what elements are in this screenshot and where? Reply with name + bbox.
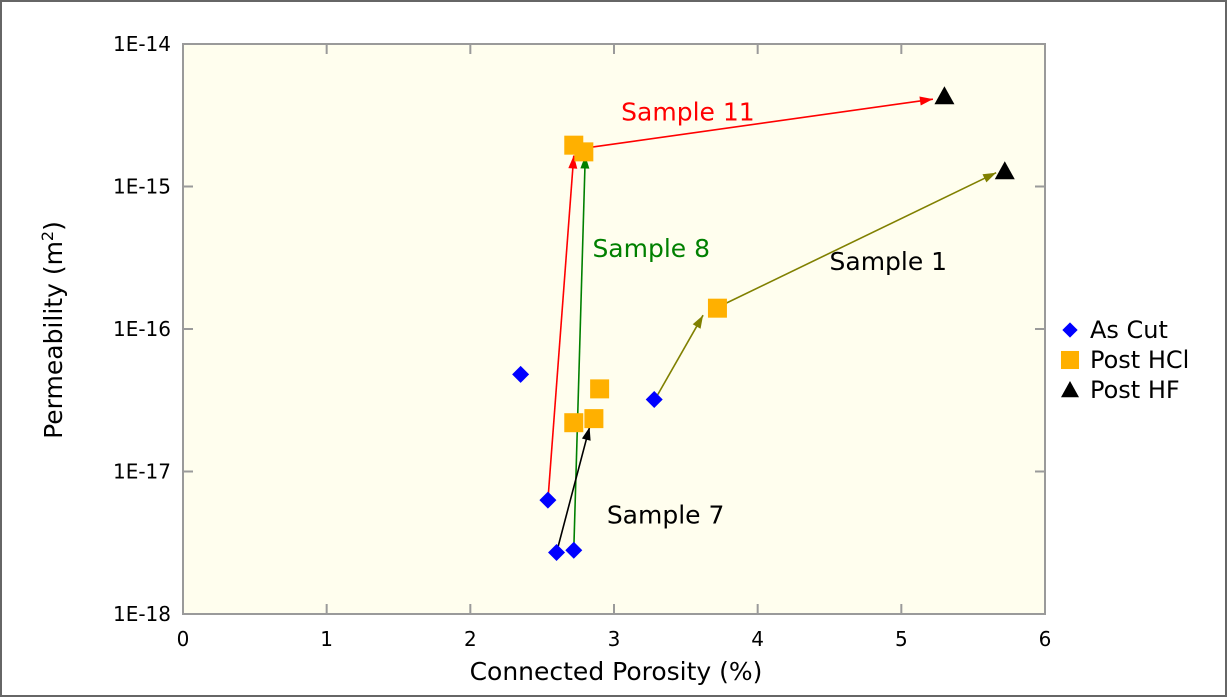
legend-marker [1060,350,1080,370]
x-tick-label: 6 [1039,627,1052,651]
legend-item: Post HF [1061,376,1180,404]
trend-arrow [547,155,578,501]
axes: 0 1 2 3 4 5 6 1E-18 1E-17 1E-16 1E-15 1E-14 [113,32,1051,651]
y-tick-label: 1E-17 [113,460,171,484]
trend-arrow [719,171,997,307]
markers-layer [512,86,1015,562]
y-tick-label: 1E-18 [113,602,171,626]
as-cut-point [539,491,557,509]
x-tick-label: 4 [751,627,764,651]
y-tick-label: 1E-15 [113,175,171,199]
legend-marker [1062,322,1078,338]
as-cut-point [512,365,530,383]
x-tick-label: 3 [608,627,621,651]
post-hcl-point [707,298,727,318]
post-hcl-point [590,379,610,399]
trend-arrow [555,426,591,553]
y-axis-label: Permeability (m2) [38,221,69,439]
y-tick-label: 1E-14 [113,32,171,56]
post-hcl-point [564,413,584,433]
trend-arrow [572,155,590,551]
trend-arrow [656,314,704,397]
as-cut-point [565,541,583,559]
x-tick-label: 0 [177,627,190,651]
x-tick-label: 2 [464,627,477,651]
post-hcl-point [584,409,604,429]
x-tick-label: 5 [895,627,908,651]
plot-area [182,43,1046,615]
post-hf-point [934,86,955,105]
legend-item: Post HCl [1060,346,1189,374]
annotations-layer: Sample 11 Sample 8 Sample 1 Sample 7 [592,98,947,530]
y-axis-label-main: Permeability (m [39,241,68,439]
y-axis-label-close: ) [39,221,68,231]
x-axis-label: Connected Porosity (%) [470,657,763,686]
trend-arrow [582,96,934,150]
legend-marker [1061,381,1079,398]
legend-label: Post HCl [1090,346,1189,374]
legend-label: Post HF [1090,376,1180,404]
post-hf-point [994,161,1015,180]
y-tick-label: 1E-16 [113,317,171,341]
post-hcl-point [574,142,594,162]
annotation-sample-11: Sample 11 [621,98,755,127]
annotation-sample-8: Sample 8 [592,234,710,263]
x-tick-label: 1 [320,627,333,651]
arrows-layer [547,96,997,553]
as-cut-point [645,391,663,409]
legend-item: As Cut [1062,316,1168,344]
annotation-sample-7: Sample 7 [607,501,725,530]
annotation-sample-1: Sample 1 [830,247,948,276]
legend-label: As Cut [1090,316,1168,344]
y-axis-label-sup: 2 [38,231,57,241]
as-cut-point [548,544,566,562]
